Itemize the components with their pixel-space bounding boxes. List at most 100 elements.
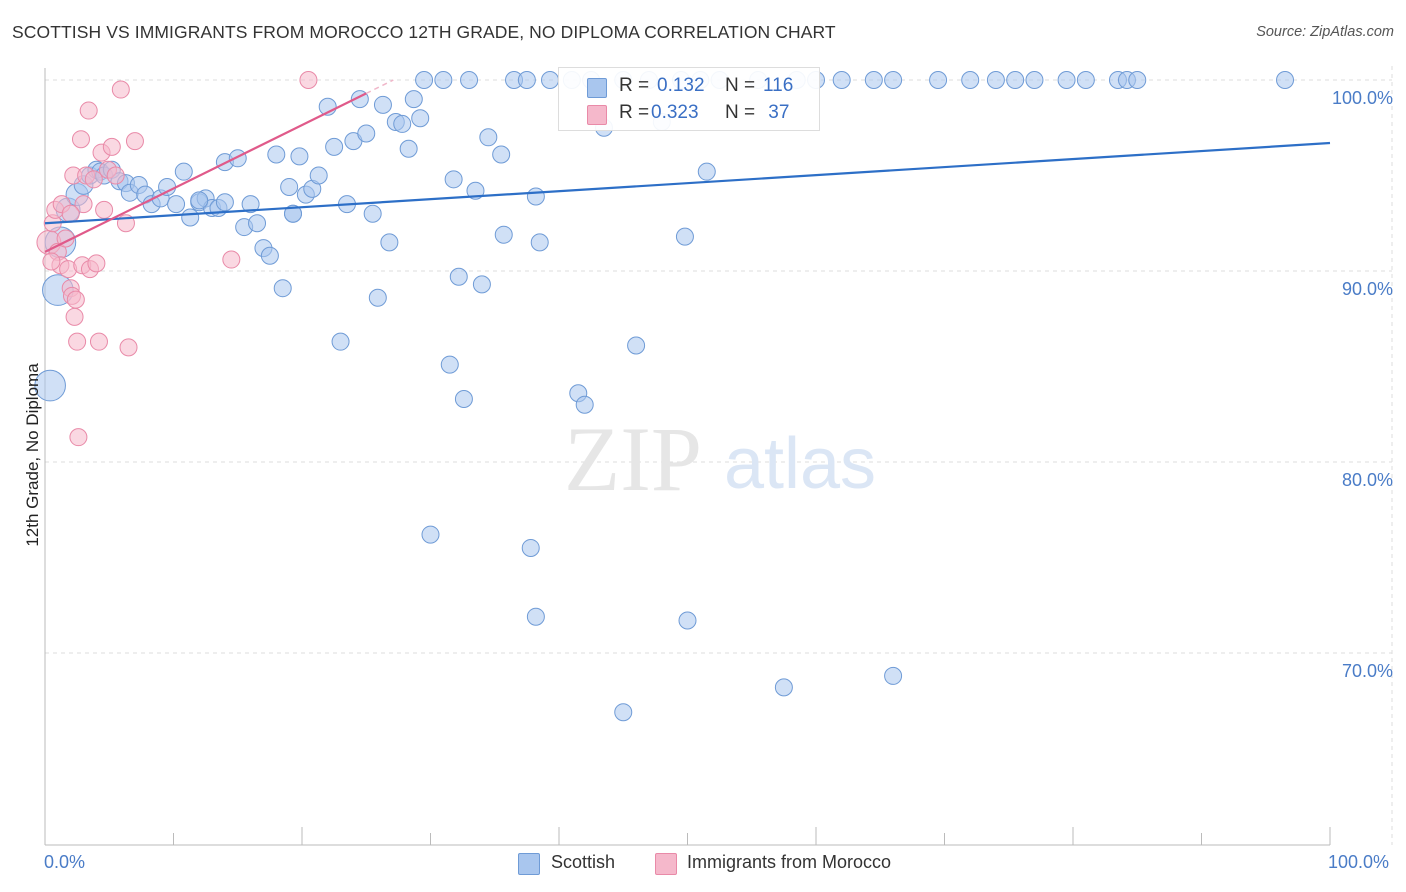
legend-r-value: 0.132 — [657, 75, 705, 96]
scottish-point — [929, 71, 948, 89]
legend-n-value: 116 — [763, 75, 794, 96]
scottish-point — [1128, 71, 1147, 89]
scottish-point — [190, 191, 209, 210]
morocco-point — [87, 254, 106, 273]
scottish-point — [34, 369, 66, 402]
scottish-point — [697, 162, 716, 181]
scottish-point — [614, 703, 633, 722]
chart-title: SCOTTISH VS IMMIGRANTS FROM MOROCCO 12TH… — [12, 22, 836, 42]
morocco-point — [68, 332, 87, 351]
scottish-point — [399, 139, 418, 158]
source-credit: Source: ZipAtlas.com — [1256, 24, 1394, 40]
morocco-point — [84, 170, 103, 189]
scottish-point — [832, 71, 851, 89]
x-tick-label-min: 0.0% — [44, 852, 86, 872]
x-tick-label-max: 100.0% — [1328, 852, 1390, 872]
y-tick-label: 90.0% — [1342, 279, 1393, 299]
scottish-point — [280, 177, 299, 196]
trend-lines — [44, 79, 1331, 253]
legend-n-label: N = — [725, 102, 756, 123]
scottish-point — [1057, 71, 1076, 89]
bottom-legend-label: Scottish — [551, 852, 616, 872]
scottish-point — [158, 177, 177, 196]
legend-swatch-pink — [587, 105, 607, 125]
scottish-point — [380, 233, 399, 252]
scottish-point — [1076, 71, 1095, 89]
morocco-point — [42, 252, 61, 271]
scottish-point — [961, 71, 980, 89]
legend-n-label: N = — [725, 75, 756, 96]
scottish-point — [325, 137, 344, 156]
scottish-point — [884, 71, 903, 89]
scottish-point — [404, 90, 423, 109]
legend-r-label: R = — [619, 102, 650, 123]
y-axis-label: 12th Grade, No Diploma — [23, 363, 42, 547]
scottish-point — [526, 187, 545, 206]
morocco-points — [36, 71, 318, 447]
morocco-point — [65, 307, 84, 326]
morocco-point — [119, 338, 138, 357]
bottom-legend-label: Immigrants from Morocco — [687, 852, 892, 872]
scottish-point — [986, 71, 1005, 89]
scottish-point — [181, 208, 200, 227]
scottish-point — [260, 246, 279, 265]
scottish-point — [526, 607, 545, 626]
morocco-point — [69, 428, 88, 447]
scottish-point — [174, 162, 193, 181]
morocco-point — [102, 137, 121, 156]
scottish-point — [627, 336, 646, 355]
scottish-point — [1276, 71, 1295, 89]
scottish-trend-line — [44, 141, 1331, 225]
scottish-point — [273, 279, 292, 298]
scottish-point — [248, 214, 267, 233]
scottish-point — [444, 170, 463, 189]
y-tick-labels: 100.0% 90.0% 80.0% 70.0% — [1332, 88, 1393, 681]
scottish-point — [884, 666, 903, 685]
y-tick-label: 100.0% — [1332, 88, 1393, 108]
watermark-atlas: atlas — [724, 424, 876, 504]
scottish-point — [454, 389, 473, 408]
stats-legend: R = 0.132 N = 116 R = 0.323 N = 37 — [558, 67, 820, 131]
legend-swatch-blue — [587, 78, 607, 98]
legend-n-value: 37 — [763, 102, 790, 123]
scottish-point — [479, 128, 498, 147]
scottish-point — [1025, 71, 1044, 89]
scottish-point — [864, 71, 883, 89]
watermark: ZIP atlas — [564, 408, 876, 510]
scottish-point — [541, 71, 560, 89]
scottish-point — [774, 678, 793, 697]
scottish-point — [228, 149, 247, 168]
scottish-point — [472, 275, 491, 294]
morocco-trend-extension — [365, 79, 394, 95]
scottish-point — [517, 71, 536, 89]
scottish-point — [1006, 71, 1025, 89]
scottish-point — [368, 288, 387, 307]
morocco-point — [111, 80, 130, 99]
legend-r-value: 0.323 — [651, 102, 699, 123]
morocco-point — [74, 195, 93, 214]
scottish-point — [434, 71, 453, 89]
scottish-point — [363, 204, 382, 223]
morocco-point — [79, 101, 98, 120]
legend-r-label: R = — [619, 75, 650, 96]
scottish-point — [373, 95, 392, 114]
scottish-point — [331, 332, 350, 351]
scottish-point — [167, 195, 186, 214]
scottish-point — [521, 538, 540, 557]
scottish-point — [675, 227, 694, 246]
scottish-point — [284, 204, 303, 223]
scottish-point — [267, 145, 286, 164]
bottom-legend-swatch-pink — [655, 853, 677, 875]
morocco-point — [106, 166, 125, 185]
scottish-point — [393, 114, 412, 133]
axes-layer — [44, 68, 1331, 846]
scottish-point — [411, 109, 430, 128]
scottish-point — [241, 195, 260, 214]
scottish-point — [575, 395, 594, 414]
watermark-zip: ZIP — [564, 408, 702, 510]
morocco-point — [95, 200, 114, 219]
scottish-point — [530, 233, 549, 252]
scottish-point — [449, 267, 468, 286]
scottish-point — [678, 611, 697, 630]
morocco-point — [66, 290, 85, 309]
